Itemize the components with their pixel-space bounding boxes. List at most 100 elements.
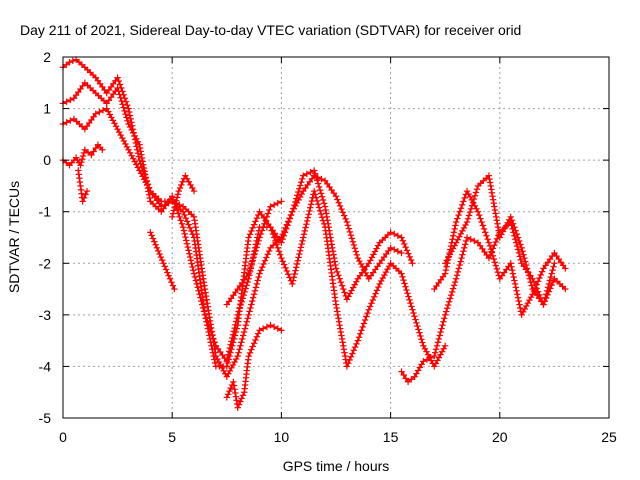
data-point-marker bbox=[310, 172, 318, 179]
data-point-marker bbox=[420, 358, 427, 365]
interpolated-marker bbox=[445, 298, 453, 305]
interpolated-marker bbox=[492, 213, 500, 221]
interpolated-marker bbox=[225, 351, 232, 358]
interpolated-marker bbox=[334, 268, 341, 276]
interpolated-marker bbox=[457, 205, 465, 212]
interpolated-marker bbox=[266, 206, 273, 214]
interpolated-marker bbox=[340, 212, 348, 219]
interpolated-marker bbox=[514, 294, 522, 301]
axis-ticks: 0 5 10 15 20 25 -5 -4 -3 -2 -1 0 1 2 bbox=[39, 49, 617, 445]
interpolated-marker bbox=[123, 114, 130, 121]
interpolated-marker bbox=[406, 296, 413, 304]
interpolated-marker bbox=[451, 278, 459, 286]
interpolated-marker bbox=[335, 315, 342, 322]
interpolated-marker bbox=[405, 250, 412, 257]
interpolated-marker bbox=[492, 210, 499, 217]
interpolated-marker bbox=[351, 343, 359, 351]
interpolated-marker bbox=[318, 214, 326, 221]
interpolated-marker bbox=[315, 183, 323, 191]
interpolated-marker bbox=[486, 179, 494, 186]
interpolated-marker bbox=[471, 237, 478, 245]
interpolated-marker bbox=[283, 221, 291, 228]
interpolated-marker bbox=[200, 308, 208, 315]
data-point-marker bbox=[66, 58, 73, 66]
interpolated-marker bbox=[231, 386, 238, 393]
interpolated-marker bbox=[67, 96, 74, 104]
interpolated-marker bbox=[156, 250, 163, 258]
y-tick-label: -1 bbox=[39, 204, 52, 220]
interpolated-marker bbox=[261, 257, 269, 264]
interpolated-marker bbox=[470, 195, 478, 203]
interpolated-marker bbox=[402, 283, 409, 290]
interpolated-marker bbox=[275, 248, 283, 255]
interpolated-marker bbox=[225, 348, 233, 355]
interpolated-marker bbox=[287, 211, 295, 219]
interpolated-marker bbox=[289, 277, 297, 284]
interpolated-marker bbox=[184, 243, 191, 251]
interpolated-marker bbox=[279, 258, 286, 265]
interpolated-marker bbox=[508, 217, 516, 224]
interpolated-marker bbox=[408, 376, 415, 383]
interpolated-marker bbox=[521, 254, 528, 262]
interpolated-marker bbox=[250, 340, 258, 347]
interpolated-marker bbox=[182, 214, 190, 222]
interpolated-marker bbox=[460, 248, 467, 255]
interpolated-marker bbox=[126, 108, 133, 116]
interpolated-marker bbox=[260, 223, 267, 231]
interpolated-marker bbox=[155, 247, 162, 255]
interpolated-marker bbox=[511, 280, 519, 288]
interpolated-marker bbox=[226, 387, 233, 395]
interpolated-marker bbox=[340, 346, 348, 353]
interpolated-marker bbox=[303, 217, 311, 225]
interpolated-marker bbox=[248, 301, 255, 308]
interpolated-marker bbox=[137, 148, 144, 155]
interpolated-marker bbox=[307, 168, 314, 176]
series-track-4 bbox=[59, 141, 106, 169]
interpolated-marker bbox=[171, 204, 178, 211]
interpolated-marker bbox=[489, 193, 496, 200]
interpolated-marker bbox=[487, 182, 494, 190]
interpolated-marker bbox=[406, 253, 413, 261]
interpolated-marker bbox=[349, 350, 356, 357]
interpolated-marker bbox=[124, 101, 131, 109]
interpolated-marker bbox=[230, 382, 238, 389]
series-track-12 bbox=[442, 172, 558, 308]
interpolated-marker bbox=[491, 206, 499, 214]
interpolated-marker bbox=[202, 315, 210, 322]
interpolated-marker bbox=[405, 293, 412, 300]
data-point-marker bbox=[256, 234, 263, 241]
data-point-marker bbox=[507, 213, 514, 221]
interpolated-marker bbox=[462, 241, 469, 248]
data-point-marker bbox=[404, 378, 412, 386]
interpolated-marker bbox=[336, 275, 343, 282]
interpolated-marker bbox=[297, 244, 305, 251]
interpolated-marker bbox=[330, 254, 338, 262]
interpolated-marker bbox=[300, 230, 308, 238]
data-point-marker bbox=[267, 321, 274, 329]
interpolated-marker bbox=[252, 218, 259, 225]
interpolated-marker bbox=[338, 205, 345, 213]
interpolated-marker bbox=[140, 161, 147, 168]
interpolated-marker bbox=[431, 349, 439, 356]
interpolated-marker bbox=[469, 199, 477, 206]
x-axis-label: GPS time / hours bbox=[283, 458, 390, 474]
interpolated-marker bbox=[449, 285, 457, 292]
interpolated-marker bbox=[466, 208, 474, 216]
interpolated-marker bbox=[117, 94, 124, 101]
interpolated-marker bbox=[415, 326, 422, 333]
interpolated-marker bbox=[317, 190, 325, 197]
interpolated-marker bbox=[454, 215, 461, 222]
interpolated-marker bbox=[495, 227, 502, 234]
interpolated-marker bbox=[236, 305, 243, 312]
grid-lines bbox=[63, 57, 609, 418]
interpolated-marker bbox=[291, 270, 298, 278]
interpolated-marker bbox=[364, 309, 371, 317]
data-point-marker bbox=[485, 239, 493, 246]
interpolated-marker bbox=[511, 277, 518, 284]
x-tick-label: 5 bbox=[168, 429, 176, 445]
interpolated-marker bbox=[231, 324, 238, 332]
interpolated-marker bbox=[448, 288, 456, 296]
interpolated-marker bbox=[432, 346, 440, 353]
interpolated-marker bbox=[253, 280, 261, 288]
interpolated-marker bbox=[547, 273, 554, 281]
